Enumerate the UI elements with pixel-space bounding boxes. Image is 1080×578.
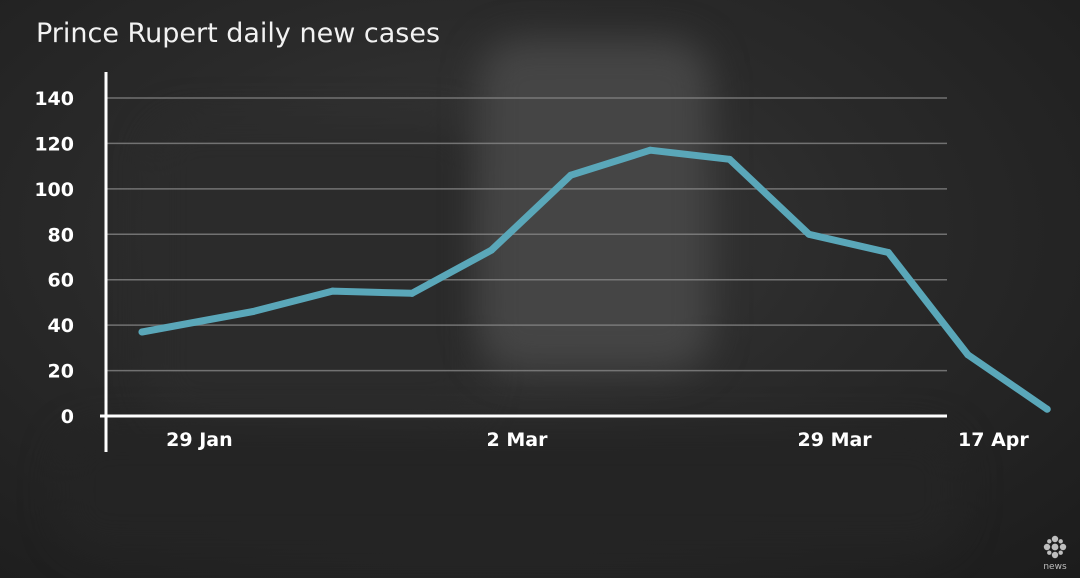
x-tick-label: 17 Apr: [958, 429, 1029, 451]
cbc-gem-icon: [1043, 535, 1067, 559]
y-tick-label: 120: [34, 133, 74, 155]
data-point: [964, 351, 972, 359]
y-axis-ticks: 0 20 40 60 80 100 120 140: [34, 88, 74, 428]
y-tick-label: 40: [48, 315, 74, 337]
logo-text: news: [1043, 562, 1067, 572]
data-points: [138, 146, 1051, 413]
data-point: [1043, 405, 1051, 413]
y-tick-label: 80: [48, 224, 74, 246]
data-point: [884, 248, 892, 256]
chart-title: Prince Rupert daily new cases: [36, 18, 441, 49]
series-line-daily-cases: [138, 146, 1051, 413]
data-point: [805, 230, 813, 238]
y-tick-label: 20: [48, 361, 74, 383]
data-point: [249, 308, 257, 316]
x-tick-label: 2 Mar: [487, 429, 549, 451]
data-point: [646, 146, 654, 154]
data-point: [408, 289, 416, 297]
y-tick-label: 0: [61, 406, 74, 428]
x-axis-ticks: 29 Jan 2 Mar 29 Mar 17 Apr: [166, 429, 1029, 451]
data-point: [487, 246, 495, 254]
data-point: [329, 287, 337, 295]
y-tick-label: 100: [34, 179, 74, 201]
x-tick-label: 29 Mar: [798, 429, 873, 451]
data-point: [138, 328, 146, 336]
cbc-news-logo: news: [1040, 534, 1070, 572]
gridlines: [106, 97, 947, 372]
y-tick-label: 60: [48, 270, 74, 292]
x-tick-label: 29 Jan: [166, 429, 232, 451]
y-tick-label: 140: [34, 88, 74, 110]
data-point: [726, 155, 734, 163]
data-point: [567, 171, 575, 179]
